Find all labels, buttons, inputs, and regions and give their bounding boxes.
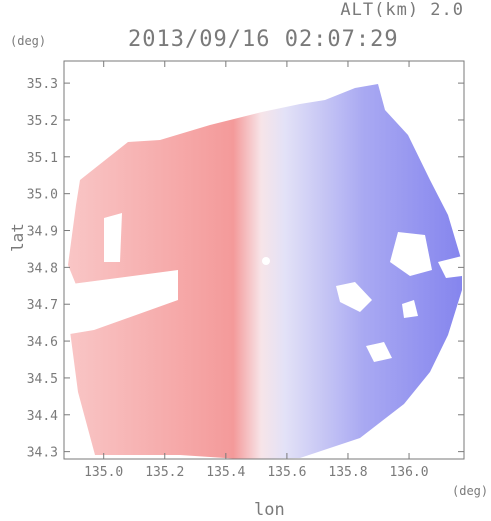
y-tick-label: 34.5 <box>27 372 58 387</box>
y-tick-label: 35.1 <box>27 151 58 166</box>
chart-title: 2013/09/16 02:07:29 <box>128 27 399 52</box>
echo-gap-northwest <box>104 213 122 262</box>
x-tick-label: 135.6 <box>267 465 306 480</box>
y-tick-label: 34.9 <box>27 225 58 240</box>
radar-site-marker <box>262 257 270 265</box>
echo-layer <box>64 84 462 459</box>
x-tick-label: 135.0 <box>84 465 123 480</box>
echo-notch-west <box>64 270 178 335</box>
x-unit-label: (deg) <box>452 484 489 498</box>
y-unit-label: (deg) <box>10 34 47 48</box>
y-tick-label: 35.0 <box>27 188 58 203</box>
x-tick-label: 135.2 <box>145 465 184 480</box>
echo-gap-east-3 <box>438 256 462 278</box>
x-tick-label: 136.0 <box>389 465 428 480</box>
x-ticks: 135.0 135.2 135.4 135.6 135.8 136.0 <box>84 61 429 480</box>
altitude-label: ALT(km) 2.0 <box>340 0 464 20</box>
x-tick-label: 135.4 <box>206 465 245 480</box>
y-tick-label: 35.2 <box>27 114 58 129</box>
x-axis-label: lon <box>254 500 285 520</box>
echo-gap-southeast <box>366 342 392 362</box>
y-tick-label: 34.7 <box>27 298 58 313</box>
plot-frame <box>63 60 465 460</box>
echo-gap-east-1 <box>390 232 432 276</box>
y-tick-label: 34.3 <box>27 446 58 461</box>
y-ticks: 34.3 34.4 34.5 34.6 34.7 34.8 34.9 35.0 35.1 35.2… <box>27 77 464 461</box>
x-tick-label: 135.8 <box>328 465 367 480</box>
y-tick-label: 34.4 <box>27 409 58 424</box>
y-tick-label: 35.3 <box>27 77 58 92</box>
y-tick-label: 34.8 <box>27 261 58 276</box>
echo-gap-east-2 <box>336 282 372 312</box>
y-tick-label: 34.6 <box>27 335 58 350</box>
echo-field <box>68 84 462 459</box>
axis-frame <box>63 60 465 460</box>
echo-gap-east-4 <box>402 300 418 318</box>
